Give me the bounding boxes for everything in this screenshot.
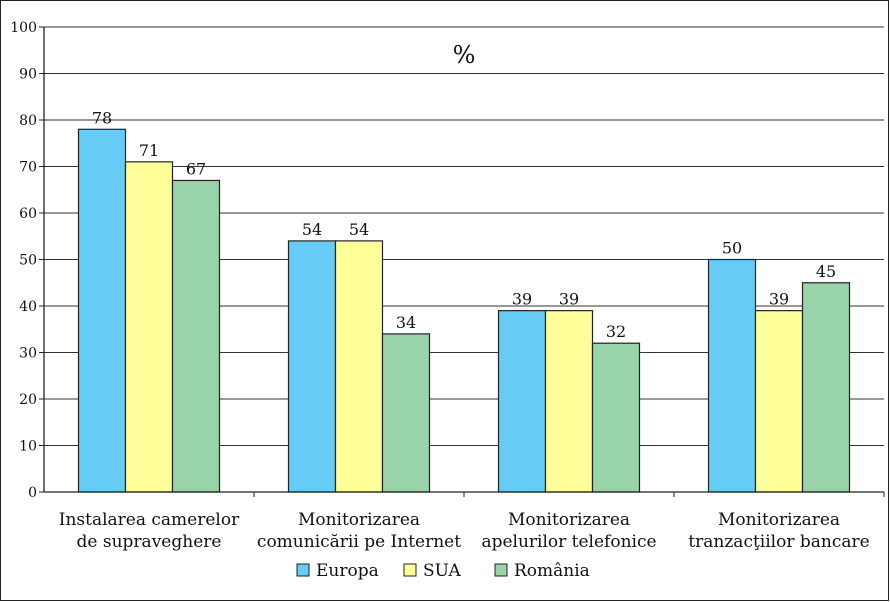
x-category-label: de supraveghere [77, 532, 222, 552]
bar [381, 333, 431, 493]
bar [171, 179, 221, 493]
y-axis-ticks: 0 10 20 30 40 50 60 70 80 90 100 [10, 20, 44, 501]
y-tick-label: 20 [19, 392, 37, 408]
y-tick-label: 90 [19, 67, 37, 83]
legend-swatch [296, 563, 310, 577]
x-category-label: Monitorizarea [718, 510, 840, 530]
y-tick-label: 40 [19, 299, 37, 315]
y-tick-label: 100 [10, 20, 37, 36]
legend: Europa SUA România [296, 561, 590, 581]
y-tick-label: 50 [19, 253, 37, 269]
data-label: 50 [722, 239, 742, 258]
y-tick-label: 60 [19, 206, 37, 222]
x-category-label: Instalarea camerelor [59, 510, 240, 530]
data-label: 67 [186, 159, 206, 178]
bar [801, 282, 851, 493]
y-tick-label: 10 [19, 439, 37, 455]
data-label: 39 [559, 290, 579, 309]
bars-group [77, 128, 851, 493]
bar [287, 240, 337, 493]
data-label: 34 [396, 313, 416, 332]
data-label: 45 [816, 262, 836, 281]
legend-label: SUA [423, 561, 461, 581]
data-label: 71 [139, 141, 159, 160]
bar [124, 161, 174, 493]
bar [707, 258, 757, 493]
data-label: 78 [92, 108, 112, 127]
data-label: 54 [349, 220, 369, 239]
data-label: 39 [769, 290, 789, 309]
data-label: 39 [512, 290, 532, 309]
y-tick-label: 80 [19, 113, 37, 129]
legend-swatch [494, 563, 508, 577]
bar [497, 310, 547, 493]
y-tick-label: 0 [28, 485, 37, 501]
y-tick-label: 30 [19, 346, 37, 362]
x-category-label: Monitorizarea [508, 510, 630, 530]
data-labels: 78 71 67 54 54 34 39 39 32 50 39 45 [92, 108, 836, 341]
data-label: 54 [302, 220, 322, 239]
x-category-label: Monitorizarea [298, 510, 420, 530]
x-category-label: apelurilor telefonice [481, 532, 656, 552]
legend-swatch [403, 563, 417, 577]
bar [544, 310, 594, 493]
legend-label: România [514, 561, 590, 581]
chart-title: % [453, 41, 476, 69]
y-tick-label: 70 [19, 160, 37, 176]
bar [77, 128, 127, 493]
bar [591, 342, 641, 493]
x-category-label: tranzacţiilor bancare [688, 532, 869, 552]
x-category-label: comunicării pe Internet [257, 532, 461, 552]
bar [754, 310, 804, 493]
data-label: 32 [606, 322, 626, 341]
bar [334, 240, 384, 493]
legend-label: Europa [316, 561, 379, 581]
